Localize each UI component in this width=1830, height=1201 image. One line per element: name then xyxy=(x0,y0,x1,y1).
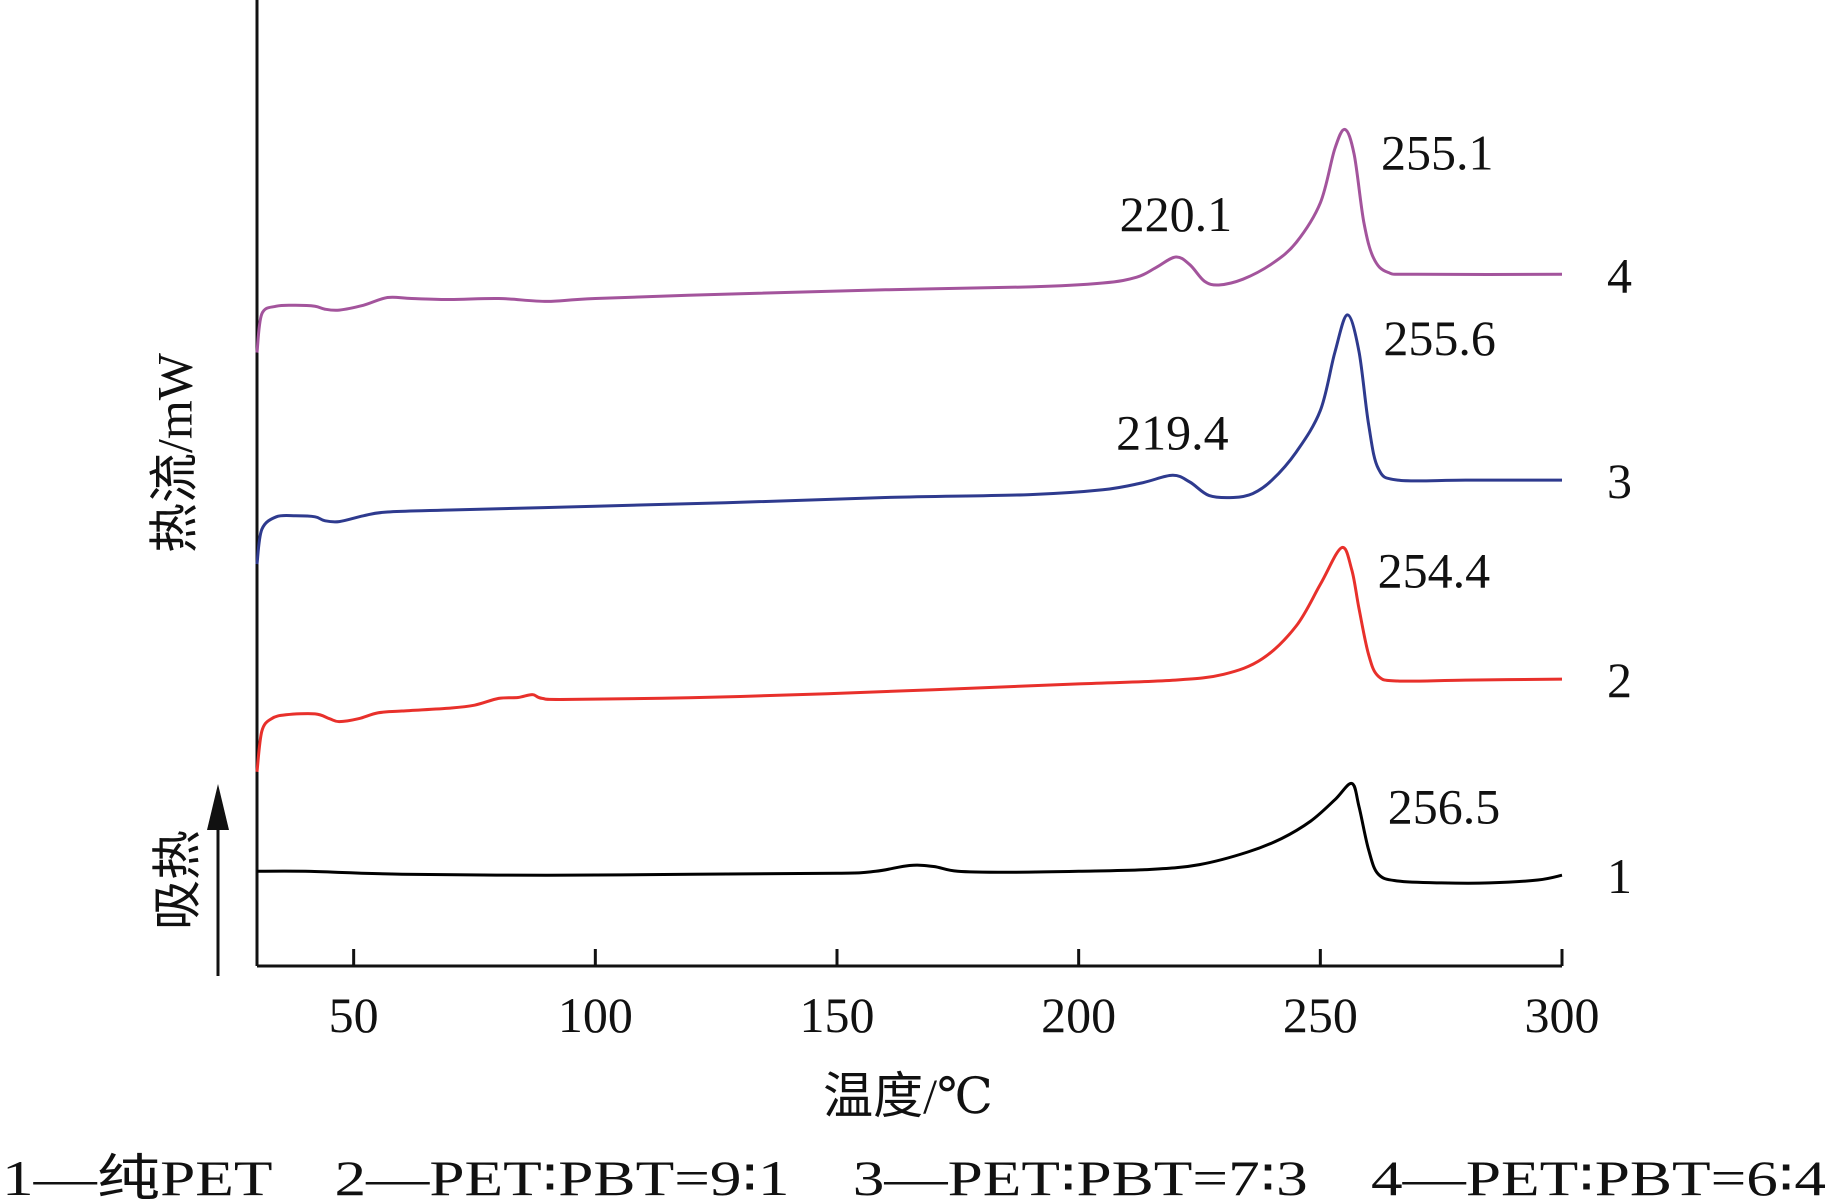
endotherm-arrow xyxy=(207,784,229,976)
curve-4 xyxy=(255,127,1563,353)
endotherm-arrow-head xyxy=(207,784,229,830)
curve-1-id-label: 1 xyxy=(1607,848,1632,904)
y-axis-title: 热流/mW xyxy=(146,352,202,553)
x-tick-label: 50 xyxy=(329,987,379,1043)
endotherm-label: 吸热 xyxy=(149,830,205,930)
peak-label-2: 254.4 xyxy=(1378,543,1491,599)
legend-text: 1—纯PET 2—PET∶PBT=9∶1 3—PET∶PBT=7∶3 4—PET… xyxy=(2,1150,1826,1201)
peak-label-1: 256.5 xyxy=(1388,778,1501,834)
curve-2-id-label: 2 xyxy=(1607,652,1632,708)
curve-3-id-label: 3 xyxy=(1607,453,1632,509)
curve-3 xyxy=(255,313,1562,565)
x-tick-label: 200 xyxy=(1041,987,1116,1043)
peak-label-4-secondary: 220.1 xyxy=(1120,186,1233,242)
curve-2 xyxy=(255,546,1563,772)
x-tick-group: 50 100 150 200 250 300 xyxy=(329,949,1600,1043)
peak-label-4: 255.1 xyxy=(1381,124,1494,180)
curve-4-id-label: 4 xyxy=(1607,247,1632,303)
curve-1 xyxy=(256,781,1563,885)
x-axis-title: 温度/℃ xyxy=(823,1068,993,1124)
peak-label-3-secondary: 219.4 xyxy=(1116,404,1229,460)
peak-label-3: 255.6 xyxy=(1383,310,1496,366)
curves-group: 1 256.5 2 254.4 3 255.6 219.4 4 255.1 220.1 xyxy=(255,124,1632,904)
x-tick-label: 150 xyxy=(800,987,875,1043)
x-tick-label: 100 xyxy=(558,987,633,1043)
x-tick-label: 250 xyxy=(1283,987,1358,1043)
x-tick-label: 300 xyxy=(1525,987,1600,1043)
